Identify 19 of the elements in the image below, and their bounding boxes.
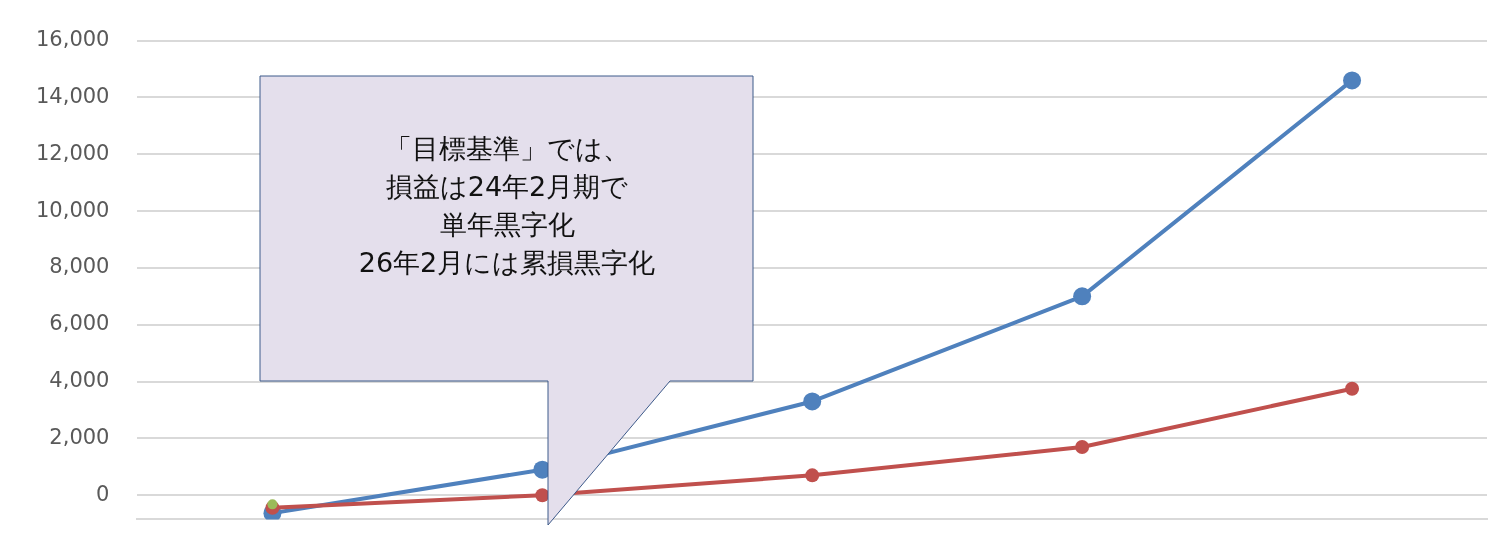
y-tick-label: 4,000 xyxy=(49,368,110,393)
annotation: 「目標基準」では、 xyxy=(384,133,630,164)
y-tick-label: 12,000 xyxy=(36,140,110,165)
y-tick-label: 10,000 xyxy=(36,197,110,222)
point xyxy=(803,392,822,411)
point xyxy=(805,468,820,483)
point xyxy=(1343,71,1362,90)
y-tick-label: 2,000 xyxy=(49,424,110,449)
y-tick-label: 14,000 xyxy=(36,83,110,108)
annotation: 損益は24年2月期で xyxy=(385,171,629,202)
annotation: 単年黒字化 xyxy=(439,209,575,240)
y-tick-label: 6,000 xyxy=(49,311,110,336)
y-tick-label: 8,000 xyxy=(49,254,110,279)
point xyxy=(1073,287,1092,306)
y-tick-label: 0 xyxy=(96,481,110,506)
annotation: 26年2月には累損黒字化 xyxy=(358,247,656,278)
y-tick-label: 16,000 xyxy=(36,27,110,52)
point xyxy=(1345,381,1360,396)
point xyxy=(1075,439,1090,454)
